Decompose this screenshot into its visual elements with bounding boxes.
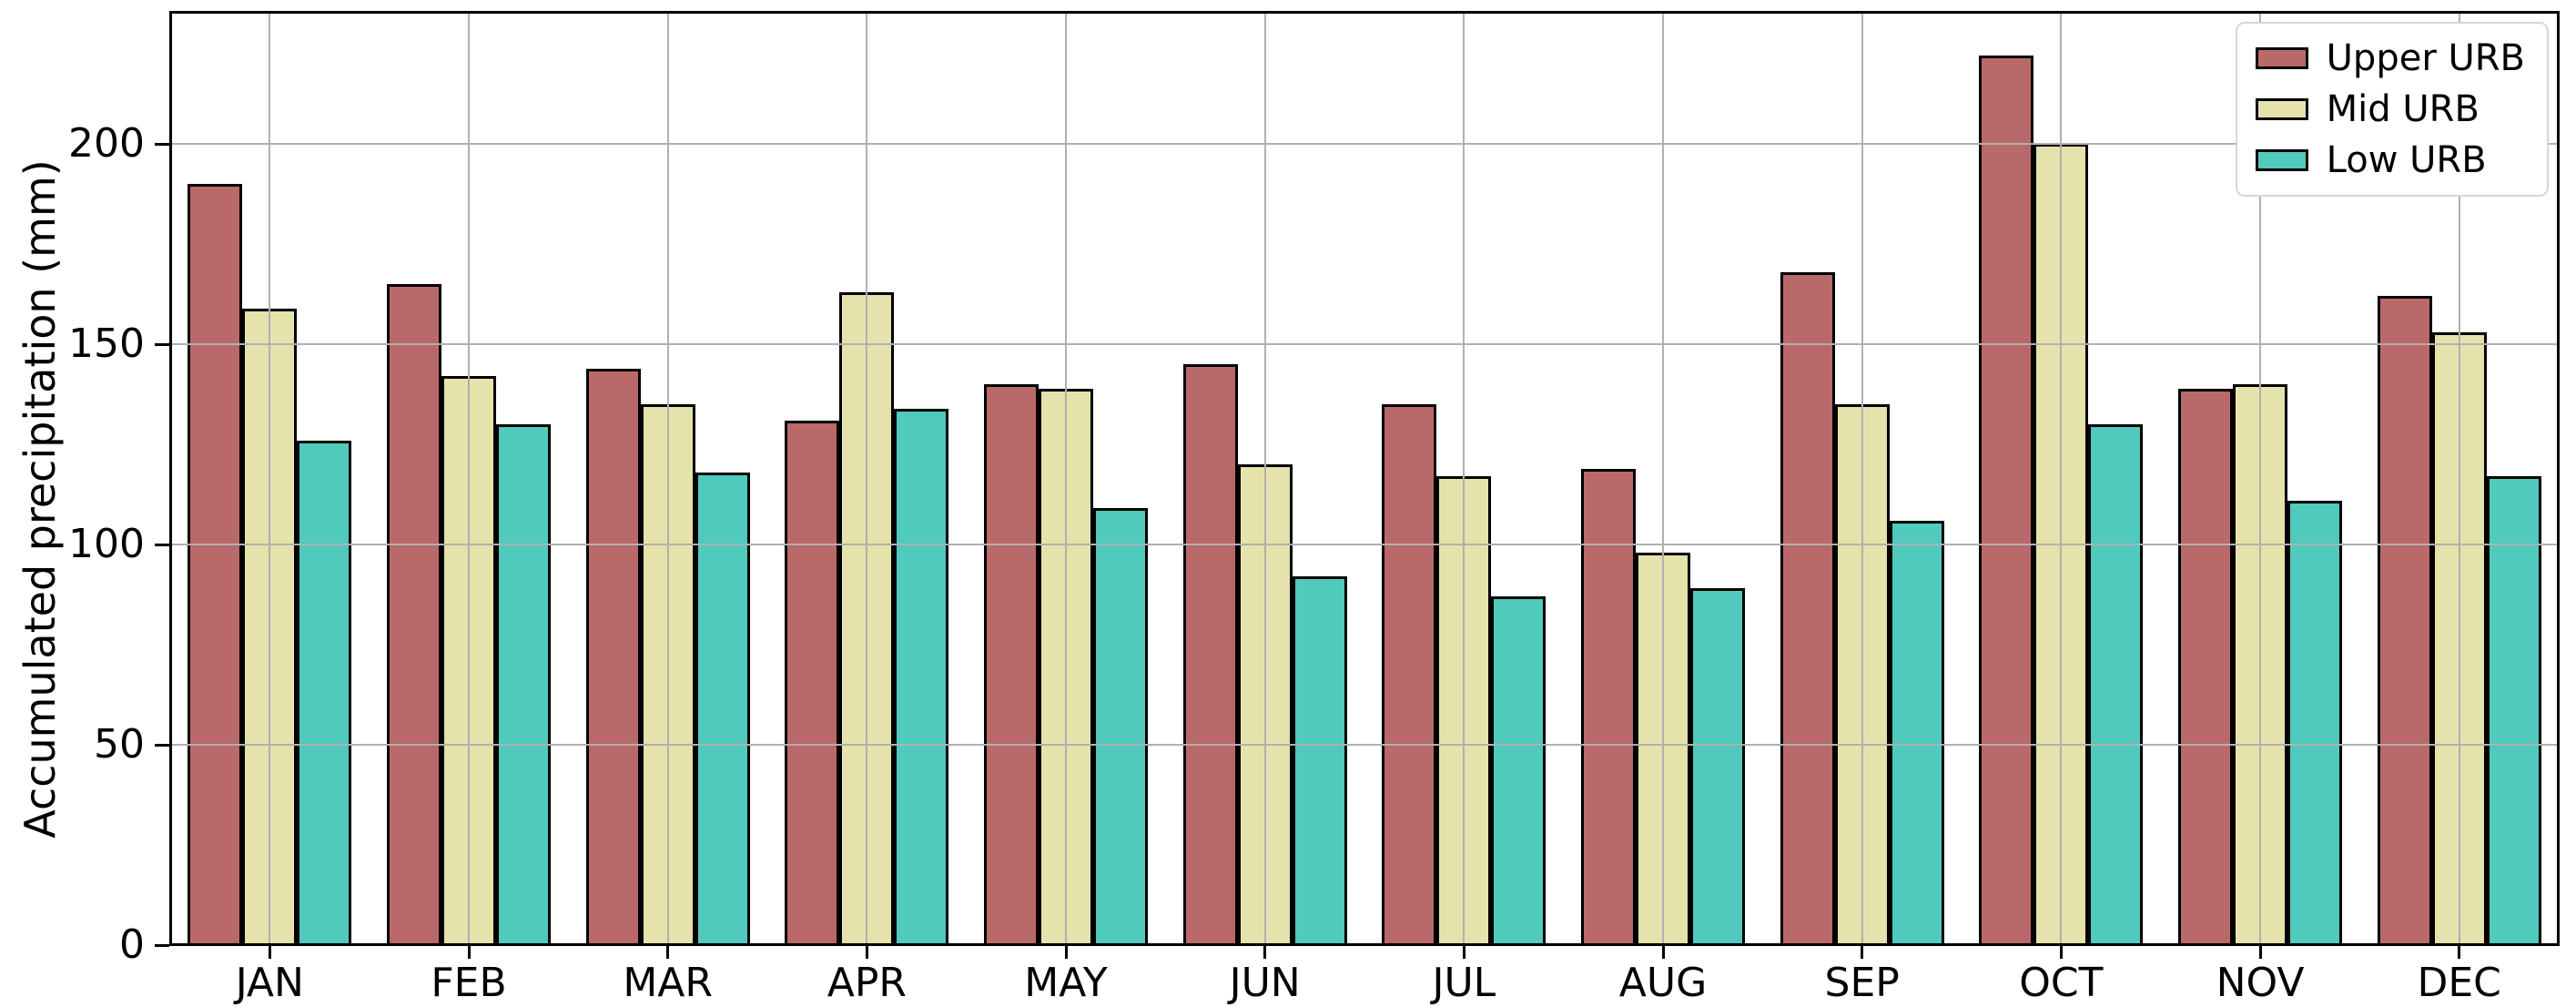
x-tick-apr	[865, 945, 868, 959]
x-tick-aug	[1661, 945, 1665, 959]
x-tick-oct	[2059, 945, 2063, 959]
legend-swatch-low-urb	[2255, 149, 2308, 171]
x-tick-label-dec: DEC	[2417, 960, 2501, 1006]
x-tick-label-aug: AUG	[1618, 960, 1708, 1006]
y-tick-150	[155, 342, 169, 346]
legend-label-mid-urb: Mid URB	[2326, 88, 2480, 130]
legend-swatch-upper-urb	[2255, 47, 2308, 69]
legend: Upper URB Mid URB Low URB	[2235, 22, 2549, 197]
x-tick-dec	[2458, 945, 2461, 959]
y-tick-label-50: 50	[94, 721, 145, 768]
x-tick-label-sep: SEP	[1824, 960, 1900, 1006]
x-tick-label-jan: JAN	[235, 960, 304, 1006]
y-tick-label-150: 150	[68, 320, 145, 368]
legend-swatch-mid-urb	[2255, 98, 2308, 120]
legend-label-upper-urb: Upper URB	[2326, 37, 2525, 79]
x-tick-sep	[1861, 945, 1864, 959]
legend-entry-low-urb: Low URB	[2255, 139, 2525, 181]
x-tick-jan	[268, 945, 271, 959]
y-tick-200	[155, 142, 169, 146]
x-tick-may	[1064, 945, 1068, 959]
y-tick-0	[155, 943, 169, 947]
x-tick-jun	[1263, 945, 1267, 959]
x-tick-label-nov: NOV	[2216, 960, 2305, 1006]
x-tick-label-oct: OCT	[2019, 960, 2104, 1006]
x-tick-label-jun: JUN	[1229, 960, 1301, 1006]
x-tick-mar	[666, 945, 670, 959]
x-tick-label-apr: APR	[827, 960, 907, 1006]
y-tick-100	[155, 543, 169, 546]
y-tick-label-100: 100	[68, 521, 145, 568]
x-tick-label-jul: JUL	[1432, 960, 1496, 1006]
legend-label-low-urb: Low URB	[2326, 139, 2487, 181]
y-tick-label-0: 0	[119, 921, 145, 968]
legend-entry-upper-urb: Upper URB	[2255, 37, 2525, 79]
y-tick-label-200: 200	[68, 120, 145, 168]
plot-frame	[169, 11, 2560, 946]
y-tick-50	[155, 743, 169, 747]
legend-entry-mid-urb: Mid URB	[2255, 88, 2525, 130]
x-tick-label-feb: FEB	[431, 960, 507, 1006]
x-tick-jul	[1462, 945, 1465, 959]
x-tick-feb	[467, 945, 471, 959]
x-tick-label-mar: MAR	[623, 960, 713, 1006]
y-axis-title: Accumulated precipitation (mm)	[15, 159, 65, 839]
x-tick-label-may: MAY	[1024, 960, 1108, 1006]
x-tick-nov	[2258, 945, 2262, 959]
